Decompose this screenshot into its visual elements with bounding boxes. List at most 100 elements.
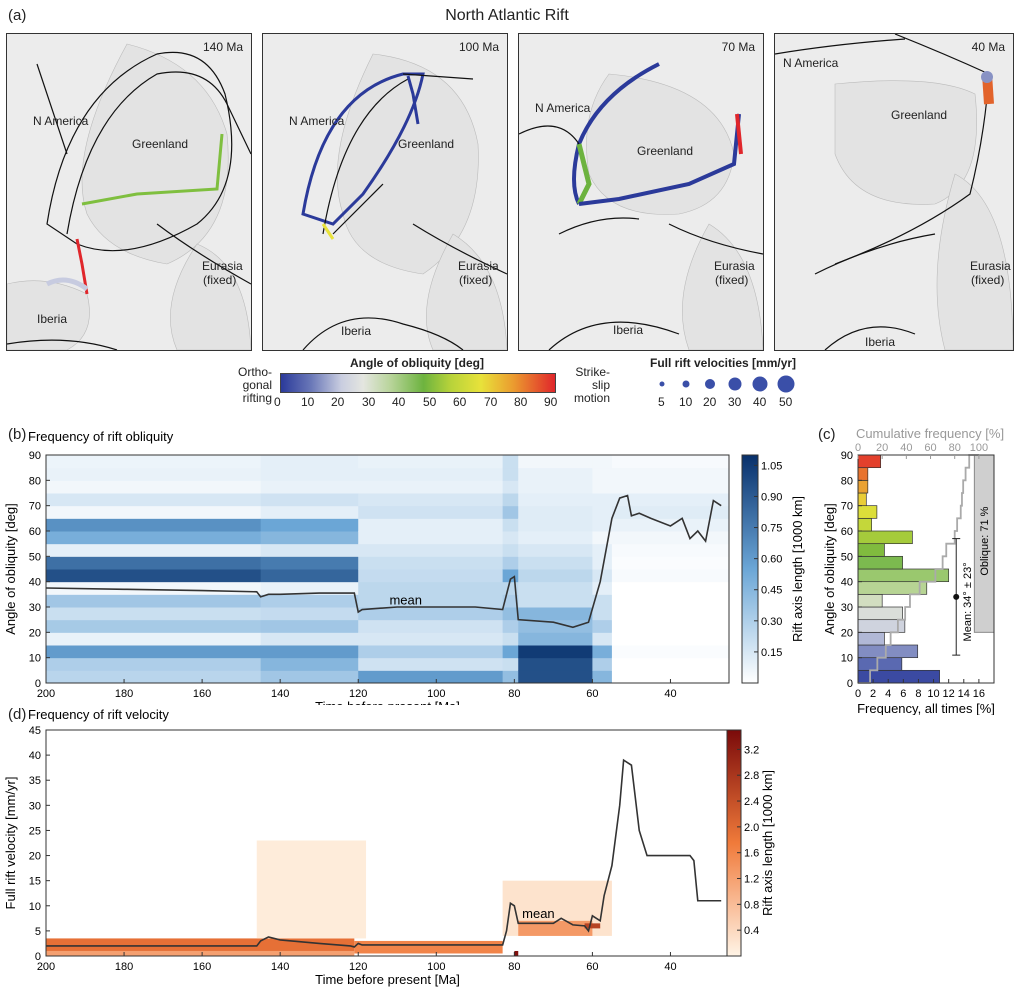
vel-tick: 10 xyxy=(679,395,693,409)
top-tick-label: 60 xyxy=(924,442,936,454)
histogram-bar xyxy=(857,644,919,659)
heatmap-cell xyxy=(358,581,504,595)
heatmap-cell xyxy=(518,480,593,494)
heatmap-cell xyxy=(518,670,593,684)
heatmap-cell xyxy=(358,455,504,469)
label-eurasia: Eurasia xyxy=(202,259,243,273)
label-n-america: N America xyxy=(535,101,591,115)
heatmap-cell xyxy=(260,569,359,583)
heatmap-cell xyxy=(358,619,504,633)
label-fixed: (fixed) xyxy=(971,273,1005,287)
colorbar-tick-label: 1.05 xyxy=(761,460,782,472)
colorbar-left-label: Ortho- gonal rifting xyxy=(224,366,272,405)
figure-title: North Atlantic Rift xyxy=(445,7,569,24)
heatmap-cell xyxy=(502,607,519,621)
heatmap-cell xyxy=(518,594,593,608)
heatmap-cell xyxy=(260,594,359,608)
y-tick-label: 90 xyxy=(841,450,853,462)
colorbar-tick-label: 2.0 xyxy=(744,822,759,834)
y-tick-label: 30 xyxy=(841,602,853,614)
heatmap-cell xyxy=(592,619,613,633)
mean-annotation: mean xyxy=(522,906,555,921)
map-age-label: 70 Ma xyxy=(721,40,755,54)
y-tick-label: 10 xyxy=(29,901,41,913)
cb-tick: 30 xyxy=(362,395,376,409)
histogram-bar xyxy=(857,657,903,671)
vel-tick: 50 xyxy=(779,395,793,409)
heatmap-cell xyxy=(46,505,262,519)
top-tick-label: 20 xyxy=(876,442,888,454)
heatmap-cell xyxy=(260,518,359,532)
heatmap-cell xyxy=(260,467,359,481)
heatmap-cell xyxy=(592,543,613,557)
top-tick-label: 0 xyxy=(855,442,861,454)
map-age-label: 140 Ma xyxy=(202,40,243,54)
y-tick-label: 80 xyxy=(841,475,853,487)
heatmap-cell xyxy=(46,581,262,595)
heatmap-cell xyxy=(260,543,359,557)
x-tick-label: 160 xyxy=(193,961,211,973)
heatmap-cell xyxy=(592,556,613,570)
y-tick-label: 20 xyxy=(29,627,41,639)
velocity-dot-20 xyxy=(705,379,715,389)
colorbar-tick-label: 0.8 xyxy=(744,899,759,911)
y-tick-label: 80 xyxy=(29,475,41,487)
heatmap-cell xyxy=(592,632,613,646)
y-tick-label: 30 xyxy=(29,602,41,614)
x-tick-label: 60 xyxy=(586,961,598,973)
velocity-dot-50 xyxy=(777,375,795,393)
heatmap-cell xyxy=(260,619,359,633)
heatmap-cell xyxy=(502,467,519,481)
heatmap-cell xyxy=(518,505,593,519)
y-tick-label: 5 xyxy=(35,926,41,938)
y-tick-label: 70 xyxy=(29,501,41,513)
colorbar-tick-label: 1.2 xyxy=(744,874,759,886)
heatmap-cell xyxy=(260,556,359,570)
x-tick-label: 60 xyxy=(586,688,598,700)
map-140-ma: 140 Ma N America Greenland Eurasia (fixe… xyxy=(6,33,252,351)
label-greenland: Greenland xyxy=(637,144,694,158)
colorbar-tick-label: 2.4 xyxy=(744,796,759,808)
velocity-dot-10 xyxy=(682,380,690,388)
label-greenland: Greenland xyxy=(132,137,189,151)
heatmap-cell xyxy=(502,594,519,608)
cb-tick: 70 xyxy=(484,395,498,409)
heatmap-cell xyxy=(358,531,504,545)
label-n-america: N America xyxy=(289,114,345,128)
heatmap-cell xyxy=(502,619,519,633)
right-label-line: Strike- xyxy=(575,365,610,379)
histogram-bar xyxy=(857,454,882,469)
label-fixed: (fixed) xyxy=(459,273,493,287)
heatmap-cell xyxy=(260,657,359,671)
chart-title: Frequency of rift obliquity xyxy=(28,429,174,444)
y-tick-label: 25 xyxy=(29,825,41,837)
heatmap-cell xyxy=(592,480,613,494)
plot-frame xyxy=(45,454,730,684)
histogram-bar xyxy=(857,530,913,545)
x-tick-label: 6 xyxy=(900,688,906,700)
map-graphic xyxy=(7,34,251,350)
vel-tick: 20 xyxy=(703,395,717,409)
y-tick-label: 35 xyxy=(29,775,41,787)
heatmap-cell xyxy=(518,619,593,633)
panel-label-a: (a) xyxy=(8,7,27,24)
map-100-ma: 100 Ma N America Greenland Eurasia (fixe… xyxy=(262,33,508,351)
heatmap-cell xyxy=(518,607,593,621)
colorbar-tick-label: 0.45 xyxy=(761,585,782,597)
heatmap-cell xyxy=(611,493,730,507)
heatmap-cell xyxy=(518,569,593,583)
histogram-bar xyxy=(857,517,872,532)
y-tick-label: 15 xyxy=(29,876,41,888)
heatmap-cell xyxy=(592,657,613,671)
y-tick-label: 10 xyxy=(841,653,853,665)
heatmap-cell xyxy=(502,531,519,545)
colorbar-tick-label: 0.30 xyxy=(761,616,782,628)
label-fixed: (fixed) xyxy=(203,273,237,287)
y-tick-label: 90 xyxy=(29,450,41,462)
heatmap-cell xyxy=(46,518,262,532)
velocity-dot-30 xyxy=(728,377,742,391)
cb-tick: 40 xyxy=(392,395,406,409)
colorbar-tick-label: 0.60 xyxy=(761,554,782,566)
colorbar-right-label: Strike- slip motion xyxy=(566,366,610,405)
